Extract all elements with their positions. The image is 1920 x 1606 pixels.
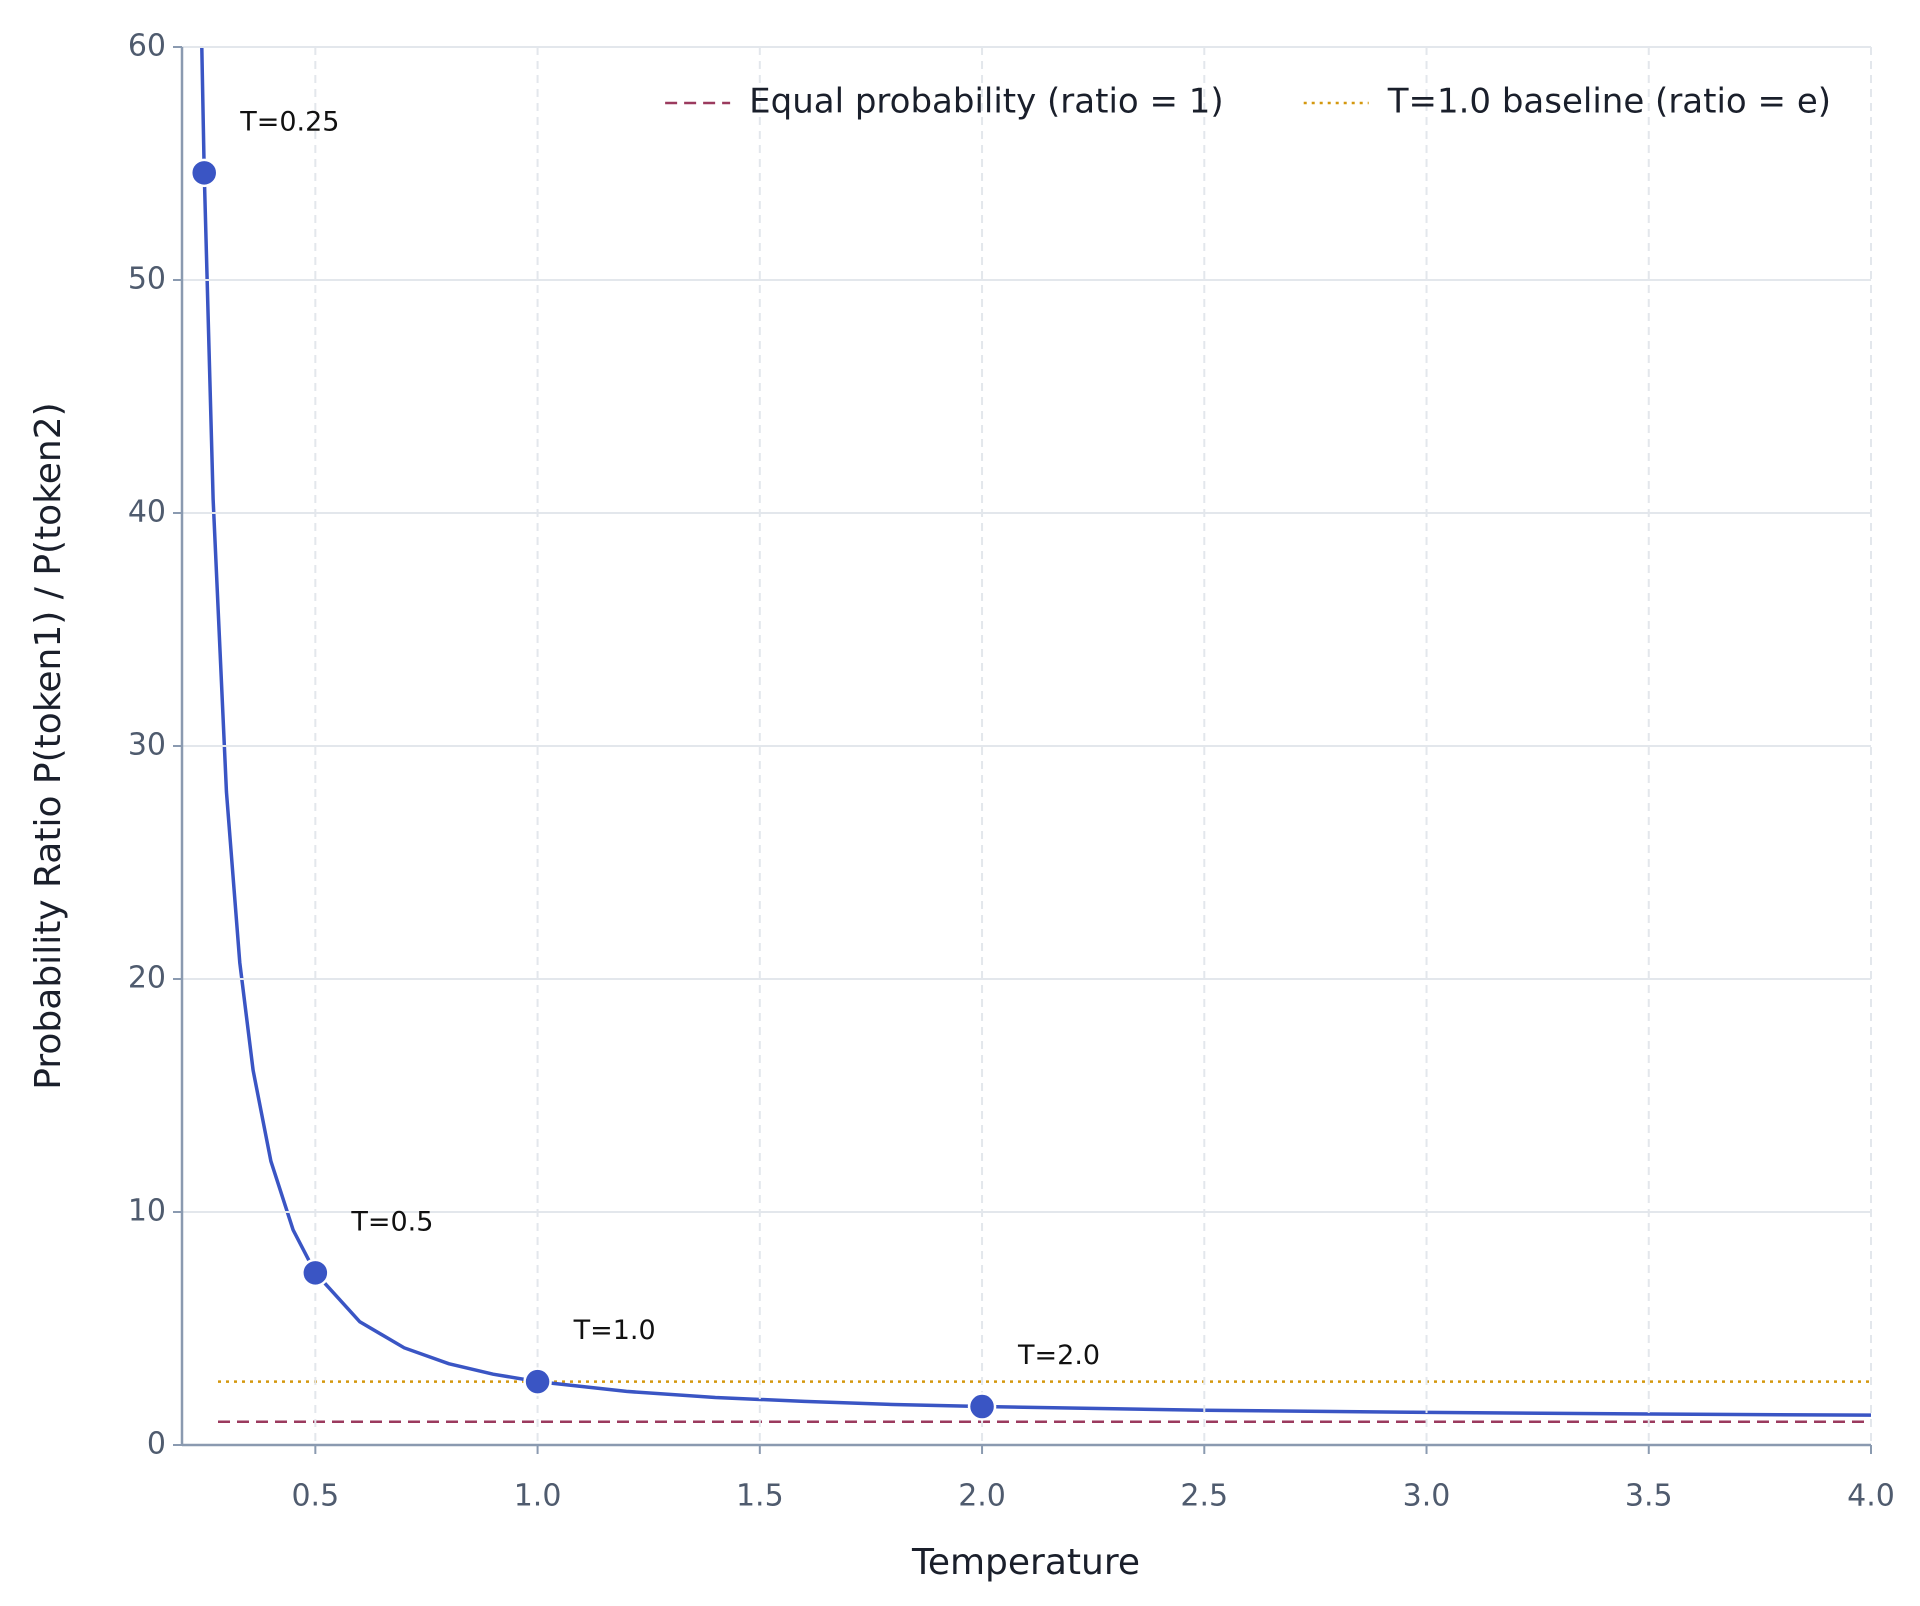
x-tick-label: 4.0 — [1847, 1479, 1895, 1514]
legend-label: Equal probability (ratio = 1) — [749, 82, 1224, 122]
y-tick-label: 40 — [128, 495, 166, 530]
y-tick-label: 0 — [147, 1427, 166, 1462]
y-tick-label: 30 — [128, 728, 166, 763]
highlight-point — [301, 1258, 330, 1288]
y-tick-label: 10 — [128, 1194, 166, 1229]
y-tick-label: 60 — [128, 29, 166, 64]
annotation: T=0.5 — [350, 1206, 433, 1237]
y-axis-label: Probability Ratio P(token1) / P(token2) — [28, 402, 69, 1089]
highlight-point — [523, 1367, 552, 1396]
legend-label: T=1.0 baseline (ratio = e) — [1387, 82, 1831, 122]
y-tick-label: 50 — [128, 262, 166, 297]
x-tick-label: 3.5 — [1625, 1479, 1673, 1514]
line — [200, 47, 1871, 1417]
highlight-point — [189, 158, 219, 188]
annotation: T=1.0 — [573, 1315, 656, 1346]
annotation: T=2.0 — [1017, 1340, 1100, 1371]
x-tick-label: 0.5 — [291, 1479, 339, 1514]
x-tick-label: 1.0 — [514, 1479, 562, 1514]
annotation: T=0.25 — [239, 106, 339, 137]
y-tick-label: 20 — [128, 961, 166, 996]
x-tick-label: 1.5 — [736, 1479, 784, 1514]
x-tick-label: 2.0 — [958, 1479, 1006, 1514]
x-tick-label: 3.0 — [1403, 1479, 1451, 1514]
x-tick-label: 2.5 — [1180, 1479, 1228, 1514]
highlight-point — [967, 1392, 997, 1421]
plot-area — [200, 47, 1871, 1423]
x-axis-label: Temperature — [911, 1542, 1140, 1583]
